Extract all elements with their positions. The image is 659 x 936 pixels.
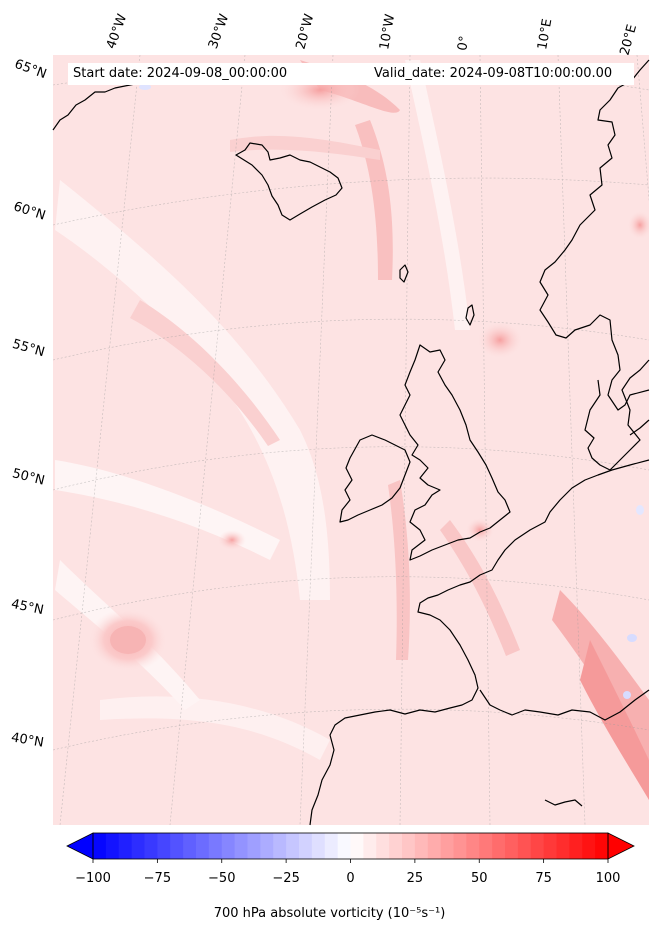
colorbar-tick-label: −25 [272,871,300,886]
lon-label-0: 0° [455,34,473,52]
colorbar-cell [556,833,570,859]
colorbar-tick-label: −100 [75,871,111,886]
colorbar-tick-label: −50 [208,871,236,886]
coast-sweden-denmark [584,359,650,471]
colorbar-cell [530,833,545,859]
colorbar-tick-label: 100 [595,871,621,886]
colorbar-cell [479,833,493,859]
colorbar-tick-label: 75 [535,871,552,886]
colorbar-cell [118,833,133,859]
colorbar-tick-label: 0 [346,871,355,886]
colorbar-cell [208,833,223,859]
vorticity-map [52,55,650,826]
colorbar-cell [337,833,352,859]
colorbar-cell [183,833,197,859]
colorbar [66,832,635,863]
colorbar-cell [543,833,558,859]
colorbar-cell [286,833,300,859]
colorbar-cell [427,833,442,859]
coast-baltic [629,419,650,436]
colorbar-cell [131,833,146,859]
colorbar-cell [170,833,184,859]
coast-mediterranean [479,689,650,721]
colorbar-cell [221,833,236,859]
colorbar-cell [299,833,313,859]
colorbar-tick-label: 25 [406,871,424,886]
colorbar-tick-label: 50 [470,871,488,886]
coastlines [52,59,650,826]
colorbar-cell [582,833,596,859]
colorbar-cell [376,833,390,859]
colorbar-cell [196,833,210,859]
vorticity-field [53,55,649,825]
coast-ireland [339,434,411,523]
colorbar-cell [93,833,107,859]
colorbar-cell [273,833,287,859]
colorbar-extend-high [607,832,635,860]
colorbar-cell [363,833,377,859]
colorbar-title: 700 hPa absolute vorticity (10⁻⁵s⁻¹) [213,906,446,921]
coast-iceland [235,142,343,221]
colorbar-cell [311,833,326,859]
date-header-background [68,63,634,85]
coast-great-britain [399,344,511,561]
colorbar-cell [389,833,403,859]
colorbar-cells [93,833,609,859]
colorbar-cell [414,833,429,859]
colorbar-cell [350,833,364,859]
coast-continent [309,459,650,826]
colorbar-cell [144,833,158,859]
colorbar-cell [517,833,532,859]
colorbar-cell [324,833,339,859]
colorbar-cell [492,833,506,859]
colorbar-cell [505,833,519,859]
colorbar-extend-low [66,832,94,860]
graticule [53,55,649,825]
colorbar-cell [595,833,609,859]
coast-norway [539,59,650,411]
colorbar-cell [105,833,120,859]
valid-date-label: Valid_date: 2024-09-08T10:00:00.00 [374,66,613,81]
colorbar-cell [569,833,583,859]
colorbar-tick-label: −75 [143,871,172,886]
colorbar-cell [247,833,261,859]
colorbar-cell [157,833,171,859]
coast-africa [544,799,583,807]
colorbar-cell [466,833,480,859]
colorbar-cell [453,833,467,859]
colorbar-cell [234,833,249,859]
start-date-label: Start date: 2024-09-08_00:00:00 [73,66,288,81]
colorbar-cell [440,833,455,859]
colorbar-cell [260,833,274,859]
colorbar-cell [402,833,416,859]
